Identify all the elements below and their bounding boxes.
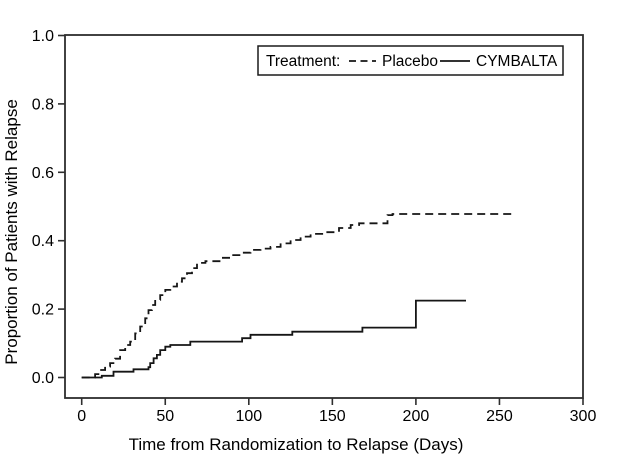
cymbalta-curve bbox=[81, 299, 466, 379]
y-tick-label: 0.4 bbox=[32, 233, 54, 250]
y-tick-label: 0.2 bbox=[32, 302, 54, 319]
legend: Treatment: Placebo CYMBALTA bbox=[257, 45, 564, 76]
x-tick-label: 150 bbox=[319, 408, 346, 425]
legend-placebo-label: Placebo bbox=[382, 53, 438, 70]
legend-title: Treatment: bbox=[266, 53, 340, 70]
x-tick-label: 0 bbox=[77, 408, 86, 425]
legend-cymbalta-label: CYMBALTA bbox=[476, 53, 558, 70]
x-tick-label: 250 bbox=[486, 408, 513, 425]
x-tick-label: 200 bbox=[403, 408, 430, 425]
y-tick-label: 1.0 bbox=[32, 28, 54, 45]
series-curves bbox=[81, 213, 517, 379]
x-tick-label: 50 bbox=[156, 408, 174, 425]
x-axis-title: Time from Randomization to Relapse (Days… bbox=[129, 435, 464, 454]
x-axis-ticks: 0 50 100 150 200 250 300 bbox=[77, 398, 596, 425]
y-axis-ticks: 0.0 0.2 0.4 0.6 0.8 1.0 bbox=[32, 28, 65, 387]
y-tick-label: 0.8 bbox=[32, 96, 54, 113]
x-tick-label: 100 bbox=[235, 408, 262, 425]
legend-box bbox=[257, 45, 564, 76]
y-tick-label: 0.0 bbox=[32, 370, 54, 387]
placebo-curve bbox=[81, 213, 517, 379]
y-tick-label: 0.6 bbox=[32, 165, 54, 182]
plot-frame bbox=[64, 34, 584, 399]
x-tick-label: 300 bbox=[570, 408, 597, 425]
y-axis-title: Proportion of Patients with Relapse bbox=[2, 99, 21, 365]
